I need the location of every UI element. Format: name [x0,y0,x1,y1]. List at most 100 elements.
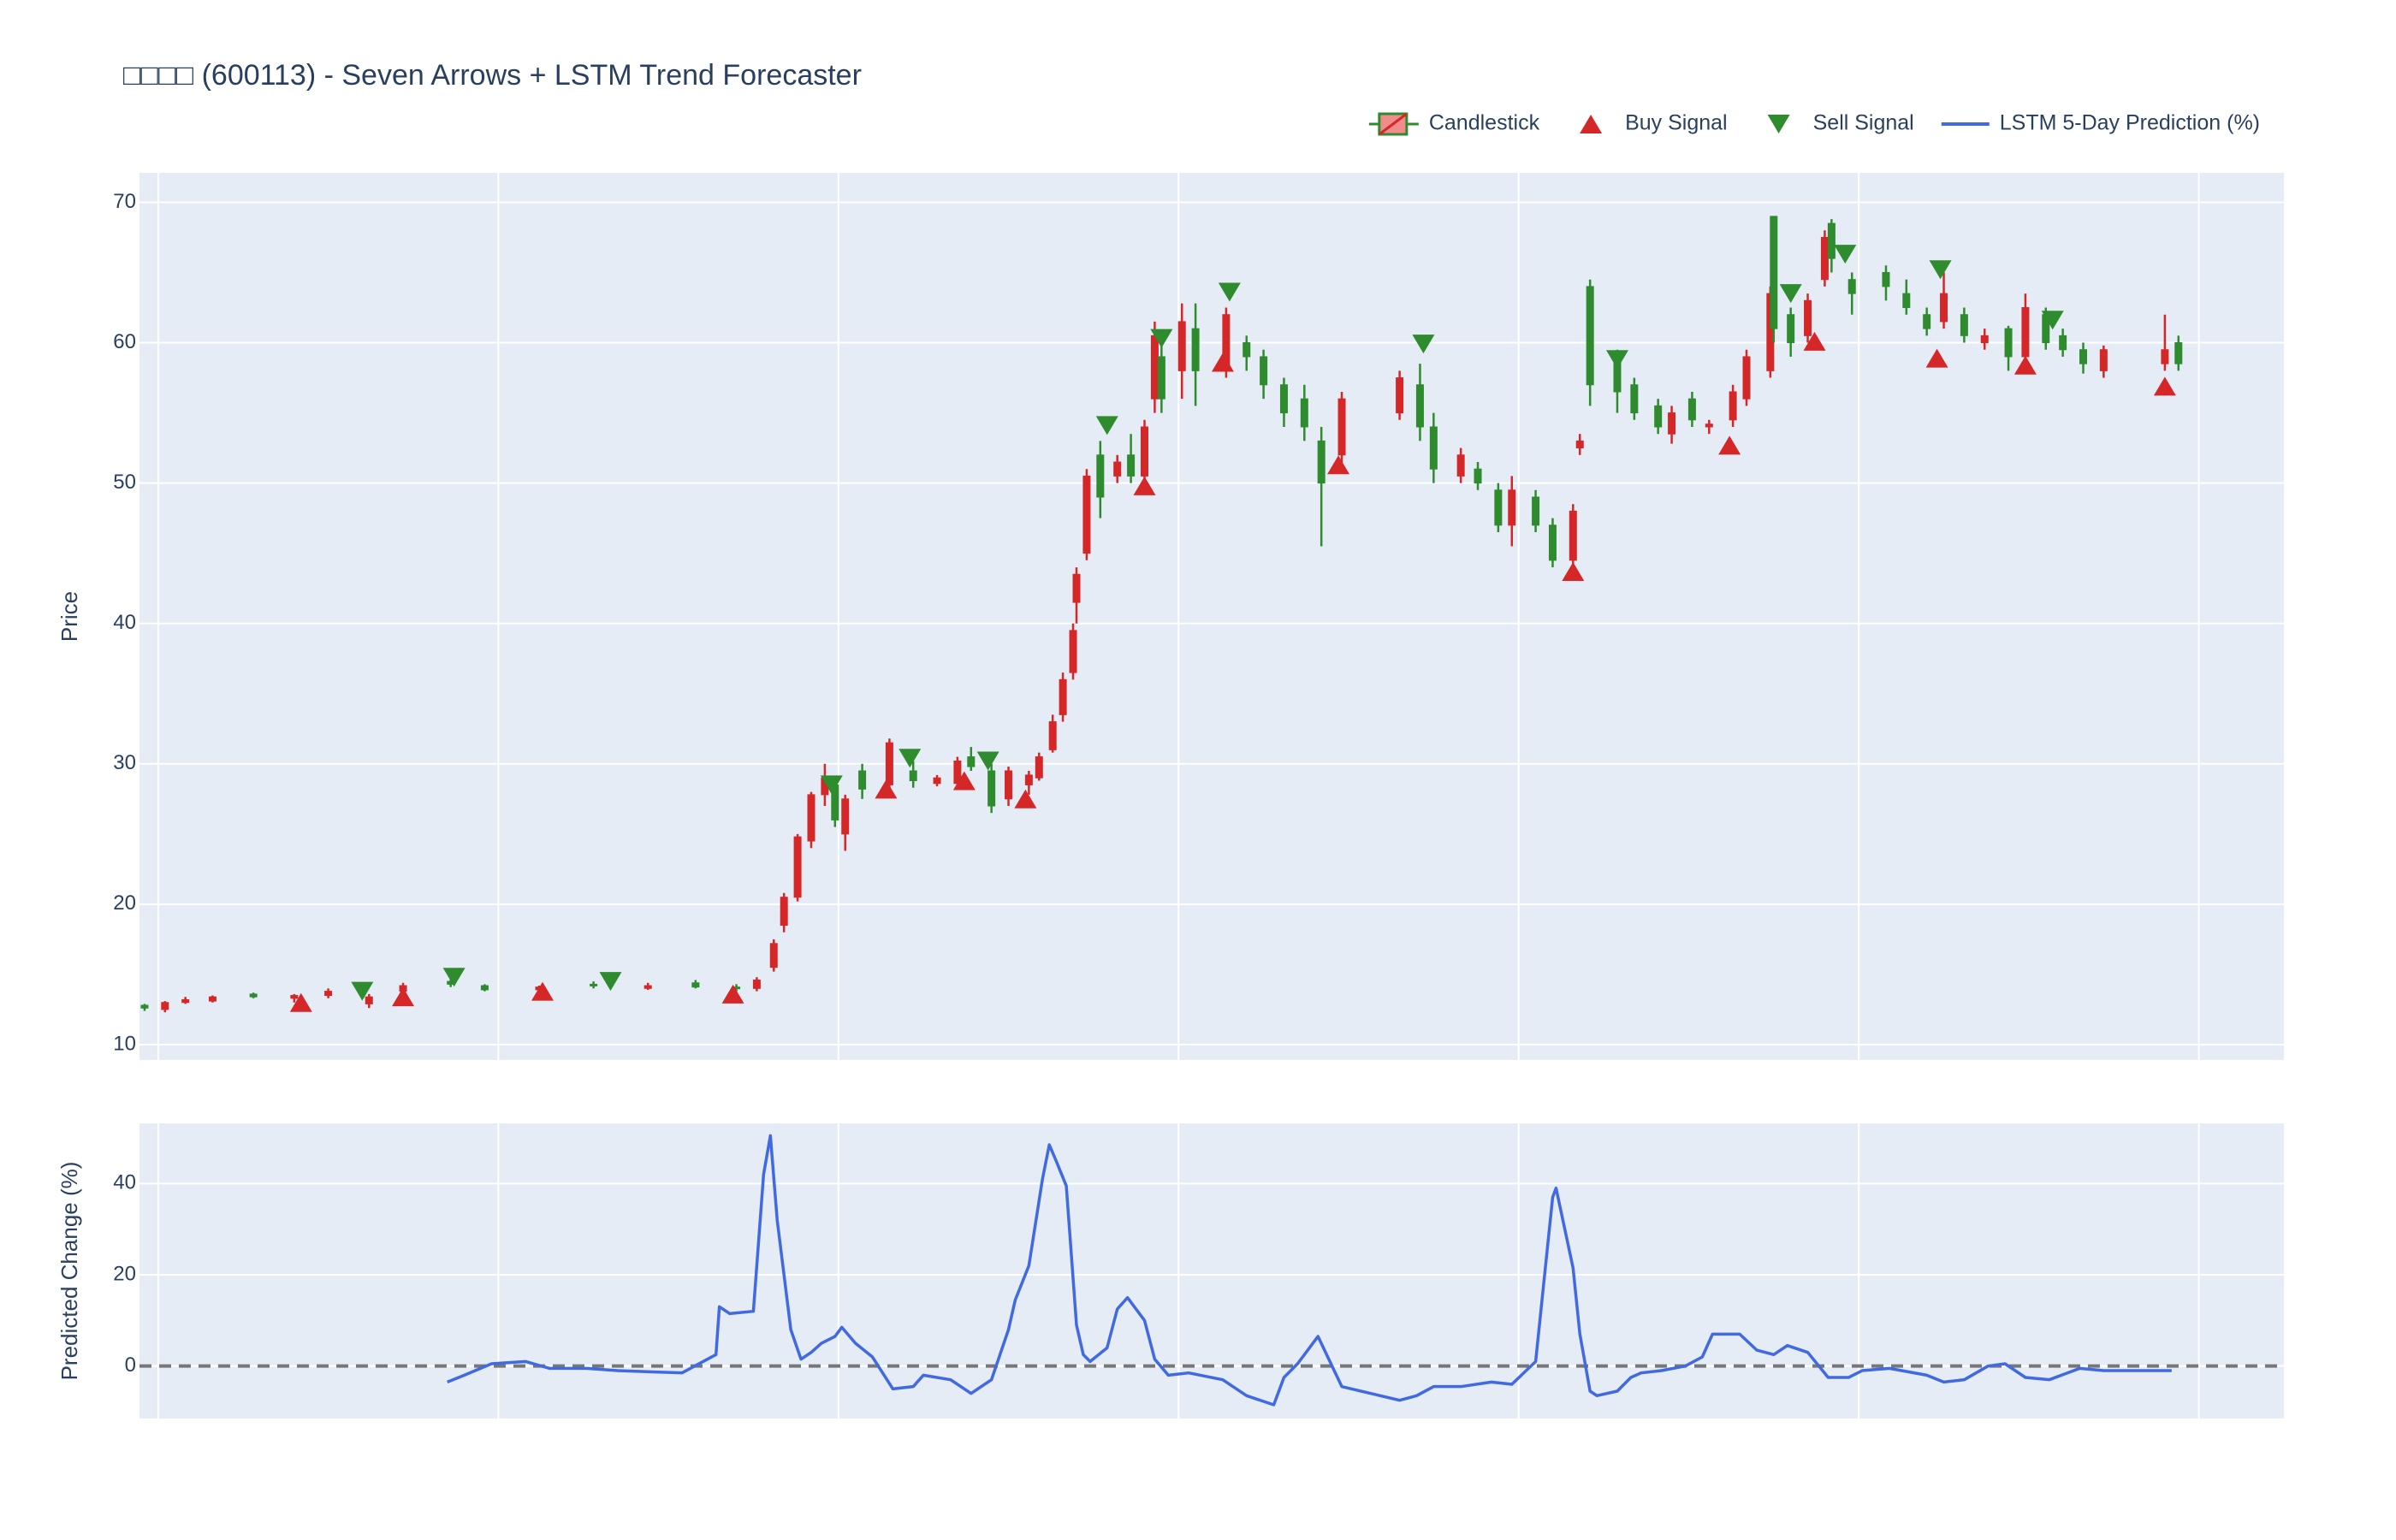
y-axis-title: Price [56,591,82,642]
candle-body [1882,271,1890,287]
y-tick-label: 0 [125,1353,136,1377]
plot-panel: 10 20 30 40 50 60 70 Price [56,173,2284,1060]
candle-body [161,1002,169,1010]
candle-body [1048,721,1057,750]
signal-marker [1803,331,1826,351]
legend-item: Candlestick [1368,111,1540,136]
signal-marker [2153,376,2176,396]
candle-body [769,943,778,968]
signal-marker [1925,348,1948,368]
candle-body [1260,356,1268,386]
y-tick-label: 20 [113,1262,136,1285]
candle-body [1742,356,1751,400]
signal-marker [351,981,374,1001]
y-tick-label: 60 [113,330,136,353]
candle-body [1069,630,1077,673]
candle-body [324,991,333,997]
candle-body [1024,774,1033,785]
y-tick-label: 50 [113,471,136,494]
signal-marker [820,775,843,795]
candle-body [1035,756,1043,779]
legend-label: Buy Signal [1625,111,1728,135]
candle-body [1141,426,1149,477]
candle-body [807,794,815,842]
prediction-line [447,1134,2172,1407]
candle-body [365,996,373,1004]
chart-title: □□□□ (600113) - Seven Arrows + LSTM Tren… [123,59,862,92]
candle-body [1127,454,1136,477]
signal-marker [1605,350,1628,370]
signal-marker [898,749,922,768]
candle-body [1586,286,1594,386]
candle-body [590,983,598,986]
signal-marker [721,984,744,1004]
candle-body [1005,770,1013,800]
candle-body [249,993,258,998]
signal-marker [1014,789,1037,808]
candle-body [1150,335,1159,400]
candle-body [1242,342,1251,358]
signal-marker [1133,476,1156,495]
candle-body [1082,475,1091,554]
signal-marker [1218,282,1241,302]
candle-body [909,770,917,781]
signal-marker [976,751,999,771]
candle-body [1668,412,1676,435]
candle-body [1847,279,1856,294]
plot-background [139,1123,2284,1419]
candle-body [1157,356,1165,400]
candle-body [2099,349,2108,371]
candle-body [1687,398,1696,421]
signal-marker [599,972,622,992]
candle-body [1532,496,1540,526]
candle-body [1300,398,1308,428]
candle-body [1923,314,1931,329]
candle-body [1096,454,1105,498]
signal-marker [1412,335,1435,354]
candle-body [1960,314,1968,336]
candle-body [2059,335,2067,351]
candle-body [1770,216,1778,329]
candle-body [1072,573,1081,603]
candle-body [1729,391,1737,421]
candle-body [1279,384,1288,414]
signal-marker [1834,245,1857,264]
legend-icon [1378,112,1408,136]
candle-body [1705,424,1713,428]
candle-body [2021,307,2030,358]
signal-marker [875,779,898,799]
candle-body [1191,328,1200,371]
candle-body [967,756,976,767]
legend-icon [1767,115,1790,133]
candle-body [2079,349,2087,364]
legend-item: Sell Signal [1767,111,1914,135]
candle-body [290,995,299,999]
candle-body [643,985,652,989]
candle-body [1902,293,1911,309]
signal-marker [1211,352,1234,372]
candle-body [208,996,216,1002]
candle-body [1177,321,1186,371]
candle-body [1429,426,1438,470]
candle-body [1804,299,1812,336]
candle-body [1630,384,1639,414]
signal-marker [2041,311,2064,330]
signal-marker [1929,260,1952,280]
y-tick-label: 40 [113,611,136,634]
candle-body [480,985,489,991]
signal-marker [1718,435,1741,455]
candle-body [1474,468,1482,484]
candle-body [181,998,190,1004]
candle-body [1059,678,1067,715]
candle-body [1113,461,1122,477]
candle-body [841,798,850,835]
candle-body [1508,489,1516,526]
legend-label: Sell Signal [1813,111,1914,135]
legend-label: Candlestick [1429,111,1540,135]
plot-panel: 0 20 40 Predicted Change (%) [56,1123,2284,1419]
plot-background [139,173,2284,1060]
signal-marker [1327,455,1350,475]
candle-body [1456,454,1465,477]
candle-body [1787,314,1795,344]
